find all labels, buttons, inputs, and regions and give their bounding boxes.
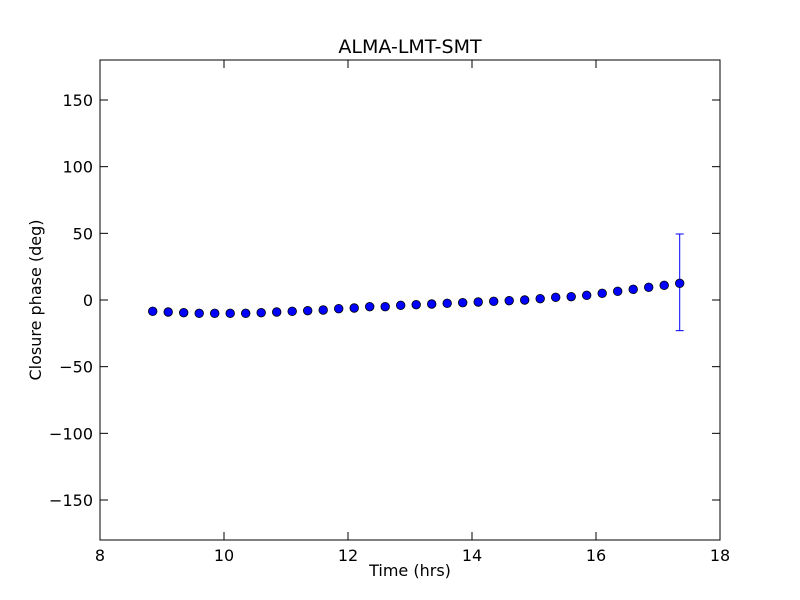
- data-point: [287, 306, 297, 317]
- data-point: [442, 298, 452, 309]
- y-tick-label: −150: [49, 491, 93, 510]
- data-point: [582, 290, 592, 301]
- data-point: [613, 286, 623, 297]
- data-point: [520, 295, 530, 305]
- data-point: [272, 307, 282, 317]
- plot-frame: [99, 59, 721, 541]
- data-point: [566, 291, 576, 302]
- y-tick-label: −50: [59, 358, 93, 377]
- y-tick-label: 0: [83, 291, 93, 310]
- data-point: [349, 303, 359, 313]
- data-point: [163, 307, 173, 317]
- data-point: [178, 307, 189, 318]
- x-tick-label: 8: [95, 546, 105, 565]
- x-axis-label: Time (hrs): [368, 561, 451, 580]
- data-point: [240, 308, 251, 319]
- x-tick-label: 16: [586, 546, 606, 565]
- x-tick-label: 18: [710, 546, 730, 565]
- data-point: [628, 284, 638, 295]
- x-tick-label: 14: [462, 546, 482, 565]
- data-point: [535, 293, 545, 304]
- data-point: [504, 295, 514, 306]
- data-point: [597, 288, 607, 299]
- axis-ticks: 8 10 12 14 16 18 −150 −100 −50 0 50 100 150: [49, 60, 730, 565]
- data-point: [256, 307, 266, 318]
- data-point: [209, 308, 220, 319]
- data-point: [194, 308, 204, 319]
- y-tick-label: −100: [49, 424, 93, 443]
- data-point: [334, 303, 344, 314]
- data-point: [675, 278, 685, 289]
- data-point: [365, 301, 375, 312]
- x-tick-label: 10: [214, 546, 234, 565]
- data-point: [411, 299, 421, 310]
- data-point: [427, 299, 437, 309]
- data-point: [551, 292, 561, 303]
- data-point: [147, 306, 158, 317]
- y-axis-label: Closure phase (deg): [26, 219, 45, 380]
- data-point: [473, 297, 483, 307]
- data-point: [303, 305, 313, 316]
- chart-title: ALMA-LMT-SMT: [338, 36, 482, 58]
- data-point: [659, 280, 669, 291]
- data-point: [489, 296, 499, 307]
- x-tick-label: 12: [338, 546, 358, 565]
- data-point: [396, 300, 406, 311]
- data-point: [644, 282, 654, 293]
- y-tick-label: 150: [62, 91, 93, 110]
- data-point: [225, 308, 235, 319]
- data-point: [458, 297, 468, 308]
- y-tick-label: 50: [73, 224, 93, 243]
- y-tick-label: 100: [62, 158, 93, 177]
- data-point: [380, 301, 390, 312]
- data-points: [147, 278, 685, 319]
- data-point: [318, 305, 328, 315]
